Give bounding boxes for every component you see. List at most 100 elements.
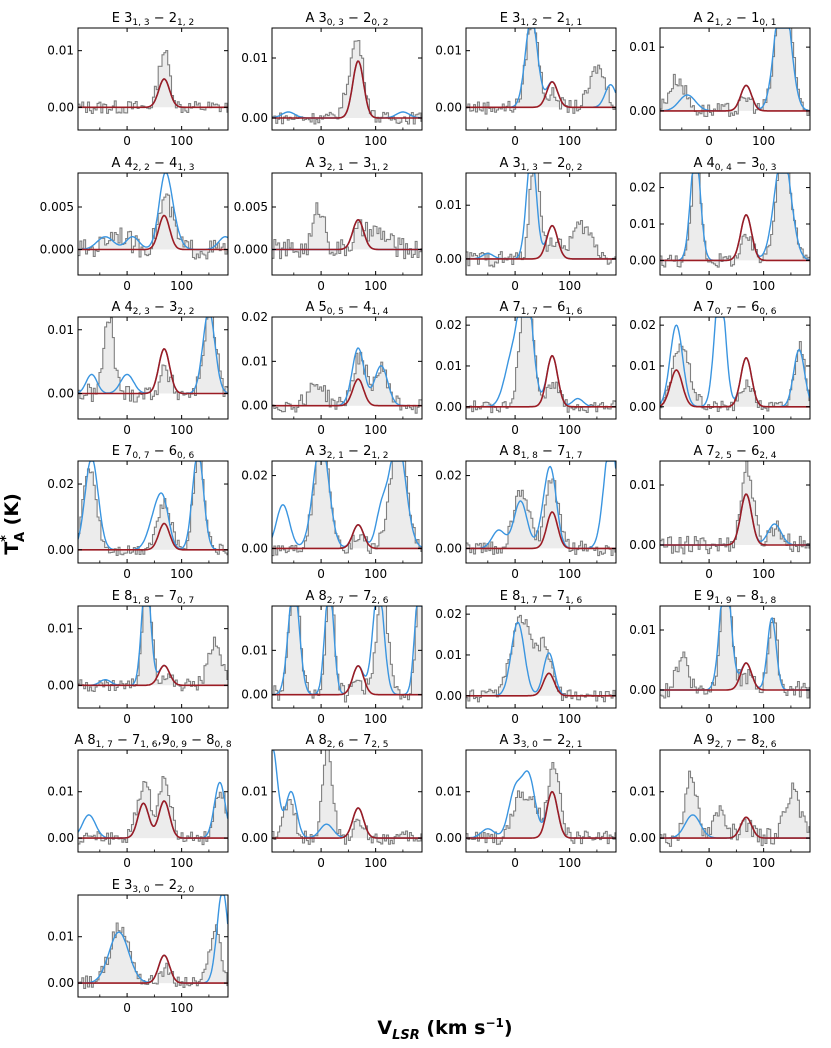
x-tick-label: 100 <box>752 134 775 148</box>
x-tick-label: 0 <box>317 856 325 870</box>
x-tick-label: 100 <box>752 423 775 437</box>
panel-frame <box>465 172 617 276</box>
x-tick-label: 100 <box>558 712 581 726</box>
spectrum-panel: 0.00 0.02 0 100 A 81, 8 − 71, 7 <box>435 444 617 581</box>
x-tick-label: 100 <box>170 279 193 293</box>
panel-frame <box>659 316 811 420</box>
y-tick-label: 0.02 <box>435 469 462 483</box>
y-tick-label: 0.00 <box>629 253 656 267</box>
fit-spectrum <box>272 60 422 119</box>
model-spectrum <box>78 173 228 251</box>
fit-spectrum <box>660 493 810 546</box>
panel-plot-area <box>78 895 228 989</box>
y-tick-label: 0.02 <box>47 477 74 491</box>
panel-plot-area <box>272 606 422 703</box>
x-tick-label: 0 <box>123 856 131 870</box>
y-tick-label: 0.000 <box>40 243 74 257</box>
fit-spectrum <box>78 800 228 839</box>
panel-frame <box>77 605 229 709</box>
y-tick-label: 0.02 <box>241 469 268 483</box>
y-tick-label: 0.01 <box>629 785 656 799</box>
y-tick-label: 0.00 <box>241 399 268 413</box>
y-tick-label: 0.01 <box>241 643 268 657</box>
panel-title: E 91, 9 − 81, 8 <box>694 589 777 606</box>
y-tick-label: 0.01 <box>629 359 656 373</box>
spectrum-panel: 0.00 0.01 0 100 A 92, 7 − 82, 6 <box>629 733 811 870</box>
fit-spectrum <box>272 807 422 839</box>
y-tick-label: 0.02 <box>629 181 656 195</box>
x-tick-label: 100 <box>170 134 193 148</box>
panel-title: A 92, 7 − 82, 6 <box>693 733 776 750</box>
y-tick-label: 0.005 <box>40 200 74 214</box>
x-tick-label: 100 <box>364 423 387 437</box>
observed-fill <box>660 28 810 117</box>
x-tick-label: 0 <box>123 134 131 148</box>
panel-frame <box>271 316 423 420</box>
panel-plot-area <box>272 347 422 414</box>
spectrum-panel: 0.00 0.02 0 100 E 70, 7 − 60, 6 <box>47 444 229 581</box>
x-tick-label: 100 <box>364 712 387 726</box>
y-tick-label: 0.00 <box>47 678 74 692</box>
panel-frame <box>659 460 811 564</box>
model-spectrum <box>272 347 422 407</box>
y-tick-label: 0.01 <box>47 622 74 636</box>
x-axis-label: VLSR (km s−1) <box>377 1016 512 1043</box>
fit-spectrum <box>272 523 422 550</box>
x-tick-label: 100 <box>170 1001 193 1015</box>
x-tick-label: 0 <box>317 279 325 293</box>
fit-spectrum <box>660 662 810 691</box>
y-tick-label: 0.00 <box>47 543 74 557</box>
panel-frame <box>465 27 617 131</box>
y-tick-label: 0.00 <box>47 976 74 990</box>
observed-fill <box>466 173 616 267</box>
observed-fill <box>466 615 616 702</box>
x-tick-label: 0 <box>317 134 325 148</box>
panel-title: A 71, 7 − 61, 6 <box>499 300 582 317</box>
x-tick-label: 100 <box>558 567 581 581</box>
panel-title: E 33, 0 − 22, 0 <box>112 878 195 895</box>
panel-frame <box>465 749 617 853</box>
panel-frame <box>271 172 423 276</box>
y-tick-label: 0.00 <box>241 111 268 125</box>
y-tick-label: 0.00 <box>629 538 656 552</box>
fit-spectrum <box>272 378 422 407</box>
observed-spectrum <box>78 922 228 989</box>
observed-fill <box>466 762 616 845</box>
y-tick-label: 0.02 <box>629 318 656 332</box>
observed-spectrum <box>466 28 616 115</box>
panel-frame <box>659 605 811 709</box>
y-tick-label: 0.005 <box>234 200 268 214</box>
observed-fill <box>78 317 228 402</box>
observed-spectrum <box>466 317 616 414</box>
x-tick-label: 0 <box>511 567 519 581</box>
panel-frame <box>271 27 423 131</box>
y-tick-label: 0.00 <box>629 400 656 414</box>
panel-title: E 31, 2 − 21, 1 <box>500 11 582 28</box>
spectrum-panel: 0.00 0.01 0 100 E 91, 9 − 81, 8 <box>629 589 811 726</box>
panel-frame <box>271 460 423 564</box>
panel-title: E 31, 3 − 21, 2 <box>112 11 194 28</box>
x-tick-label: 0 <box>123 567 131 581</box>
panel-plot-area <box>272 39 422 125</box>
fit-spectrum <box>78 664 228 687</box>
x-tick-label: 0 <box>705 567 713 581</box>
x-tick-label: 0 <box>705 134 713 148</box>
x-tick-label: 0 <box>705 856 713 870</box>
panel-plot-area <box>660 173 810 268</box>
observed-fill <box>660 771 810 847</box>
panel-frame <box>659 749 811 853</box>
y-tick-label: 0.01 <box>241 785 268 799</box>
panel-title: A 50, 5 − 41, 4 <box>305 300 388 317</box>
observed-spectrum <box>272 750 422 845</box>
y-tick-label: 0.01 <box>435 785 462 799</box>
y-tick-label: 0.00 <box>47 831 74 845</box>
x-tick-label: 0 <box>705 279 713 293</box>
y-tick-label: 0.00 <box>241 831 268 845</box>
y-tick-label: 0.00 <box>435 689 462 703</box>
x-tick-label: 100 <box>364 567 387 581</box>
model-spectrum <box>466 461 616 550</box>
panel-plot-area <box>660 28 810 118</box>
y-tick-label: 0.00 <box>47 100 74 114</box>
x-tick-label: 100 <box>364 279 387 293</box>
panel-plot-area <box>466 761 616 845</box>
